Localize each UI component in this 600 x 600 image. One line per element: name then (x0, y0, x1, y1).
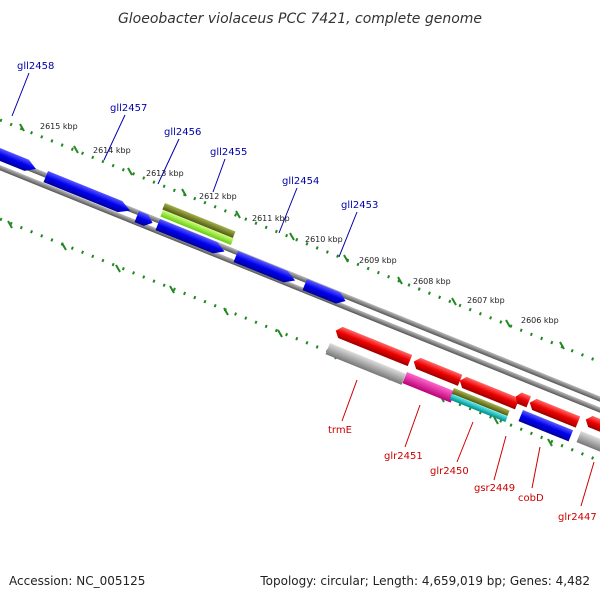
feature-blue-bar (518, 410, 574, 442)
genome-backbone-lower (0, 165, 600, 417)
gene-label-glr2447[interactable]: glr2447 (558, 512, 597, 523)
kbp-label: 2615 kbp (40, 122, 78, 131)
reverse-strand-guide (0, 217, 600, 463)
accession-text: Accession: NC_005125 (9, 574, 145, 588)
kbp-label: 2611 kbp (252, 214, 290, 223)
gene-arrow-gll2456-fragment[interactable] (134, 211, 155, 228)
feature-gray-bar-right (576, 431, 600, 458)
reverse-gene-labels: trmE glr2451 glr2450 gsr2449 cobD glr244… (328, 379, 597, 523)
gene-label-gll2455[interactable]: gll2455 (210, 147, 247, 158)
topology-text: Topology: circular; Length: 4,659,019 bp… (259, 574, 590, 588)
kbp-scale: 2615 kbp 2614 kbp 2613 kbp 2612 kbp 2611… (7, 122, 565, 447)
kbp-label: 2614 kbp (93, 146, 131, 155)
gene-arrow-gsr2449[interactable] (514, 391, 531, 408)
gene-arrow-glr2450[interactable] (458, 375, 520, 410)
gene-label-cobD[interactable]: cobD (518, 493, 544, 504)
gene-label-gll2458[interactable]: gll2458 (17, 61, 54, 72)
gene-arrow-gll2453[interactable] (302, 279, 348, 307)
feature-lime-bar (160, 210, 234, 245)
gene-label-glr2450[interactable]: glr2450 (430, 466, 469, 477)
forward-gene-labels: gll2458 gll2457 gll2456 gll2455 gll2454 … (11, 61, 378, 258)
gene-label-gll2453[interactable]: gll2453 (341, 200, 378, 211)
gene-arrow-glr2451[interactable] (412, 356, 463, 386)
gene-arrow-gll2458[interactable] (0, 144, 38, 175)
gene-label-trmE[interactable]: trmE (328, 425, 352, 436)
gene-arrow-glr2447[interactable] (584, 414, 600, 437)
gene-arrow-gll2455[interactable] (155, 219, 227, 257)
kbp-label: 2608 kbp (413, 277, 451, 286)
map-title: Gloeobacter violaceus PCC 7421, complete… (118, 11, 482, 27)
gene-label-glr2451[interactable]: glr2451 (384, 451, 423, 462)
forward-genes (0, 144, 348, 307)
kbp-label: 2609 kbp (359, 256, 397, 265)
gene-arrow-cobD[interactable] (528, 397, 581, 428)
reverse-genes (334, 325, 600, 437)
gene-label-gsr2449[interactable]: gsr2449 (474, 483, 515, 494)
kbp-label: 2606 kbp (521, 316, 559, 325)
feature-magenta-bar (402, 372, 456, 403)
kbp-label: 2612 kbp (199, 192, 237, 201)
feature-cyan-bar (449, 394, 508, 423)
reverse-features (325, 343, 600, 458)
feature-olive-bar (162, 203, 236, 238)
feature-gray-bar (325, 343, 407, 385)
kbp-label: 2613 kbp (146, 169, 184, 178)
forward-strand-guide (0, 118, 600, 364)
kbp-label: 2607 kbp (467, 296, 505, 305)
gene-label-gll2456[interactable]: gll2456 (164, 127, 201, 138)
gene-arrow-gll2454[interactable] (233, 251, 298, 286)
feature-olive-bar-lower (451, 388, 510, 417)
gene-label-gll2457[interactable]: gll2457 (110, 103, 147, 114)
gene-arrow-gll2457[interactable] (43, 171, 133, 216)
gene-arrow-trmE[interactable] (334, 325, 413, 367)
gene-label-gll2454[interactable]: gll2454 (282, 176, 319, 187)
kbp-label: 2610 kbp (305, 235, 343, 244)
